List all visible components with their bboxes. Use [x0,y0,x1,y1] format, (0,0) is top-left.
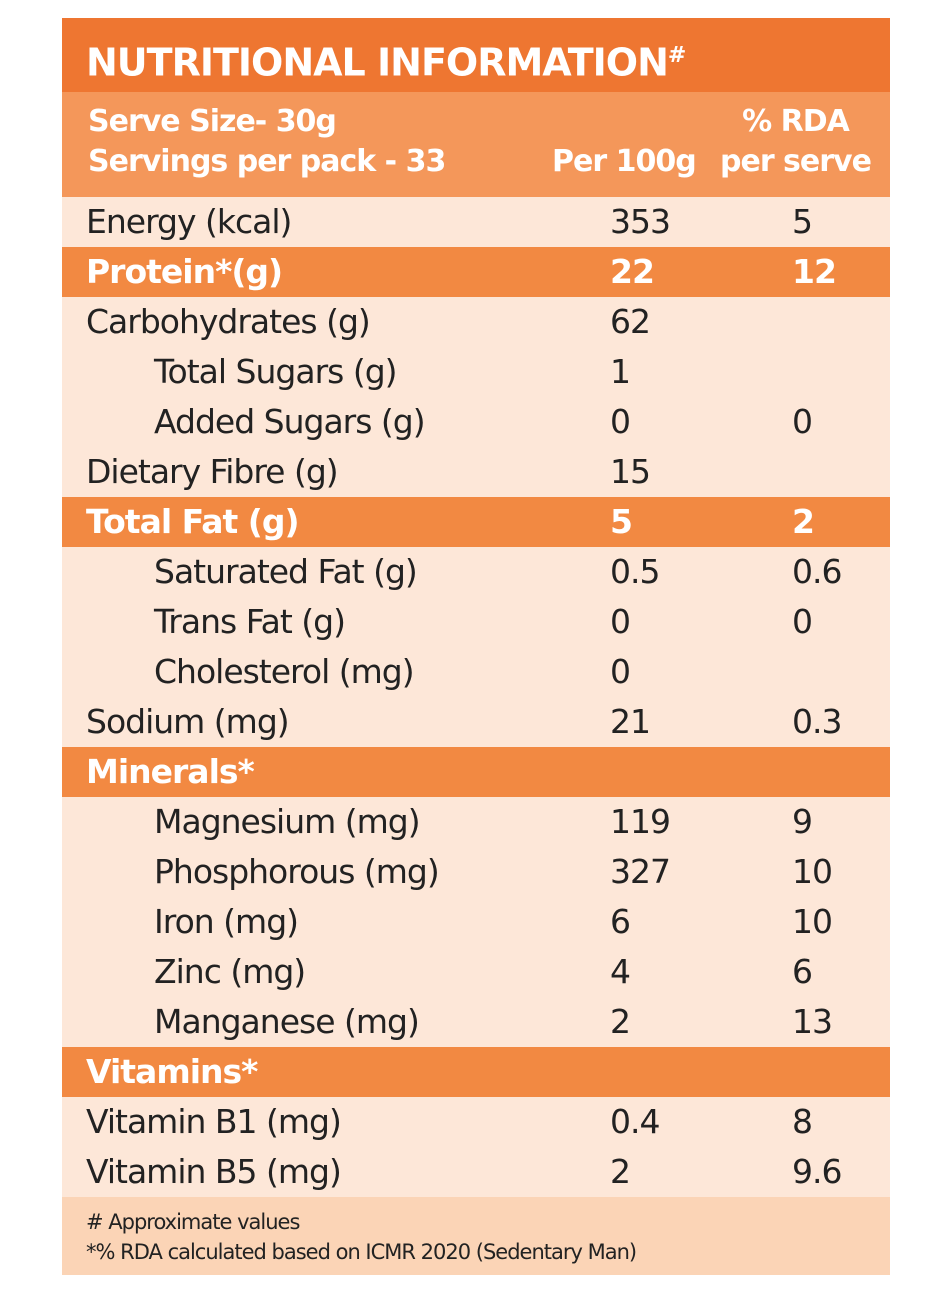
footnote-approx: # Approximate values [86,1210,300,1234]
per100-value: 353 [610,202,671,241]
table-row: Magnesium (mg) 119 9 [62,797,890,847]
nutrient-label: Protein*(g) [86,252,283,291]
nutrient-label: Total Sugars (g) [154,352,398,391]
table-row: Minerals* [62,747,890,797]
per100-value: 62 [610,302,651,341]
nutrient-label: Added Sugars (g) [154,402,426,441]
nutrition-panel: NUTRITIONAL INFORMATION# Serve Size- 30g… [62,18,890,1275]
nutrient-label: Zinc (mg) [154,952,306,991]
per100-value: 1 [610,352,631,391]
rda-value: 0.6 [792,552,842,591]
title-mark: # [667,43,686,68]
rda-value: 5 [792,202,813,241]
per100-value: 0 [610,652,631,691]
nutrient-label: Carbohydrates (g) [86,302,371,341]
table-row: Cholesterol (mg) 0 [62,647,890,697]
rda-value: 9 [792,802,813,841]
rda-value: 8 [792,1102,813,1141]
nutrient-label: Vitamin B1 (mg) [86,1102,342,1141]
rda-value: 10 [792,902,833,941]
nutrient-label: Dietary Fibre (g) [86,452,339,491]
table-row: Added Sugars (g) 0 0 [62,397,890,447]
title-text: NUTRITIONAL INFORMATION [86,40,669,85]
table-row: Total Sugars (g) 1 [62,347,890,397]
table-row: Protein*(g) 22 12 [62,247,890,297]
rda-value: 9.6 [792,1152,842,1191]
table-row: Zinc (mg) 4 6 [62,947,890,997]
per100-value: 5 [610,502,633,541]
per100-value: 0.5 [610,552,660,591]
table-row: Iron (mg) 6 10 [62,897,890,947]
col-rda: % RDA per serve [720,102,872,182]
serving-info: Serve Size- 30g Servings per pack - 33 [88,102,446,182]
per100-value: 327 [610,852,671,891]
rda-value: 0 [792,602,813,641]
rda-value: 13 [792,1002,833,1041]
nutrient-label: Phosphorous (mg) [154,852,440,891]
per100-value: 0.4 [610,1102,660,1141]
nutrient-label: Magnesium (mg) [154,802,421,841]
per100-value: 0 [610,402,631,441]
table-row: Carbohydrates (g) 62 [62,297,890,347]
table-row: Vitamins* [62,1047,890,1097]
nutrient-label: Sodium (mg) [86,702,290,741]
per100-value: 15 [610,452,651,491]
rda-value: 6 [792,952,813,991]
table-row: Saturated Fat (g) 0.5 0.6 [62,547,890,597]
col-rda-line2: per serve [720,144,872,179]
per100-value: 2 [610,1152,631,1191]
nutrient-label: Iron (mg) [154,902,299,941]
footer-notes: # Approximate values *% RDA calculated b… [62,1197,890,1275]
table-header: Serve Size- 30g Servings per pack - 33 Pe… [62,92,890,197]
per100-value: 0 [610,602,631,641]
rda-value: 0 [792,402,813,441]
table-row: Phosphorous (mg) 327 10 [62,847,890,897]
nutrient-label: Vitamins* [86,1052,258,1091]
rda-value: 2 [792,502,815,541]
table-row: Manganese (mg) 2 13 [62,997,890,1047]
per100-value: 2 [610,1002,631,1041]
col-rda-line1: % RDA [742,104,850,139]
nutrient-label: Minerals* [86,752,255,791]
per100-value: 4 [610,952,631,991]
per100-value: 21 [610,702,651,741]
table-row: Total Fat (g) 5 2 [62,497,890,547]
nutrient-label: Saturated Fat (g) [154,552,418,591]
rda-value: 10 [792,852,833,891]
table-row: Vitamin B1 (mg) 0.4 8 [62,1097,890,1147]
table-body: Energy (kcal) 353 5 Protein*(g) 22 12 Carbohyd… [62,197,890,1197]
per100-value: 6 [610,902,631,941]
nutrient-label: Cholesterol (mg) [154,652,415,691]
nutrient-label: Energy (kcal) [86,202,292,241]
per100-value: 119 [610,802,671,841]
nutrient-label: Manganese (mg) [154,1002,420,1041]
serve-size: Serve Size- 30g [88,104,337,139]
panel-title: NUTRITIONAL INFORMATION# [62,18,890,92]
rda-value: 12 [792,252,837,291]
table-row: Dietary Fibre (g) 15 [62,447,890,497]
table-row: Energy (kcal) 353 5 [62,197,890,247]
per100-value: 22 [610,252,655,291]
servings-per-pack: Servings per pack - 33 [88,144,446,179]
table-row: Sodium (mg) 21 0.3 [62,697,890,747]
col-per100: Per 100g [552,144,697,179]
nutrient-label: Total Fat (g) [86,502,300,541]
table-row: Trans Fat (g) 0 0 [62,597,890,647]
footnote-rda: *% RDA calculated based on ICMR 2020 (Se… [86,1240,637,1264]
table-row: Vitamin B5 (mg) 2 9.6 [62,1147,890,1197]
rda-value: 0.3 [792,702,842,741]
nutrient-label: Trans Fat (g) [154,602,346,641]
nutrient-label: Vitamin B5 (mg) [86,1152,342,1191]
